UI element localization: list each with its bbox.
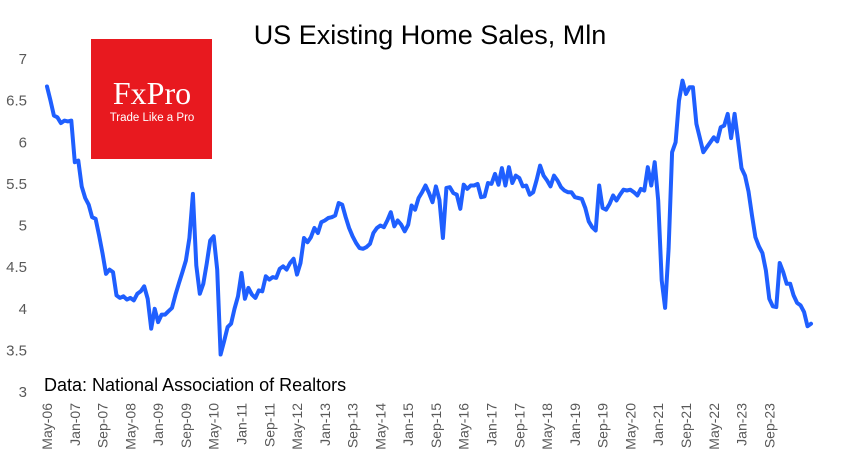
y-tick-label: 5.5 xyxy=(6,176,27,193)
x-tick-label: Jan-21 xyxy=(650,403,666,446)
x-tick-label: Sep-09 xyxy=(178,403,194,448)
logo-background xyxy=(91,39,212,159)
source-note: Data: National Association of Realtors xyxy=(44,375,346,395)
x-tick-label: Jan-07 xyxy=(67,403,83,446)
x-tick-label: Sep-17 xyxy=(511,403,527,448)
x-tick-label: May-14 xyxy=(372,403,388,450)
x-tick-label: May-22 xyxy=(706,403,722,450)
x-tick-label: Jan-19 xyxy=(567,403,583,446)
x-tick-label: Sep-07 xyxy=(95,403,111,448)
y-tick-label: 7 xyxy=(19,51,27,68)
x-tick-label: Sep-13 xyxy=(345,403,361,448)
x-tick-label: Jan-11 xyxy=(233,403,249,445)
x-tick-label: May-16 xyxy=(456,403,472,450)
x-axis: May-06 Jan-07 Sep-07 May-08 Jan-09 Sep-09 May-… xyxy=(39,403,777,450)
y-tick-label: 3.5 xyxy=(6,342,27,359)
series-layer xyxy=(45,78,813,357)
y-tick-label: 4 xyxy=(19,301,27,318)
logo-tagline: Trade Like a Pro xyxy=(110,112,195,124)
y-tick-label: 4.5 xyxy=(6,259,27,276)
y-tick-label: 5 xyxy=(19,218,27,235)
y-tick-label: 6.5 xyxy=(6,93,27,110)
x-tick-label: Sep-11 xyxy=(261,403,277,447)
x-tick-label: Jan-09 xyxy=(150,403,166,446)
x-tick-label: Jan-15 xyxy=(400,403,416,446)
y-tick-label: 6 xyxy=(19,134,27,151)
x-tick-label: Jan-13 xyxy=(317,403,333,446)
x-tick-label: Jan-23 xyxy=(734,403,750,446)
y-axis: 3 3.5 4 4.5 5 5.5 6 6.5 7 xyxy=(6,51,27,401)
x-tick-label: May-12 xyxy=(289,403,305,450)
x-tick-label: Sep-15 xyxy=(428,403,444,448)
x-tick-label: May-18 xyxy=(539,403,555,450)
x-tick-label: May-10 xyxy=(206,403,222,450)
x-tick-label: Sep-19 xyxy=(595,403,611,448)
x-tick-label: Sep-21 xyxy=(678,403,694,448)
x-tick-label: May-08 xyxy=(122,403,138,450)
logo-wordmark: FxPro xyxy=(113,75,191,111)
x-tick-label: May-06 xyxy=(39,403,55,450)
chart-title: US Existing Home Sales, Mln xyxy=(254,20,607,50)
x-tick-label: Sep-23 xyxy=(761,403,777,448)
series-line xyxy=(45,78,813,357)
fxpro-logo: FxPro Trade Like a Pro xyxy=(91,39,212,159)
y-tick-label: 3 xyxy=(19,384,27,401)
x-tick-label: Jan-17 xyxy=(484,403,500,446)
x-tick-label: May-20 xyxy=(622,403,638,450)
